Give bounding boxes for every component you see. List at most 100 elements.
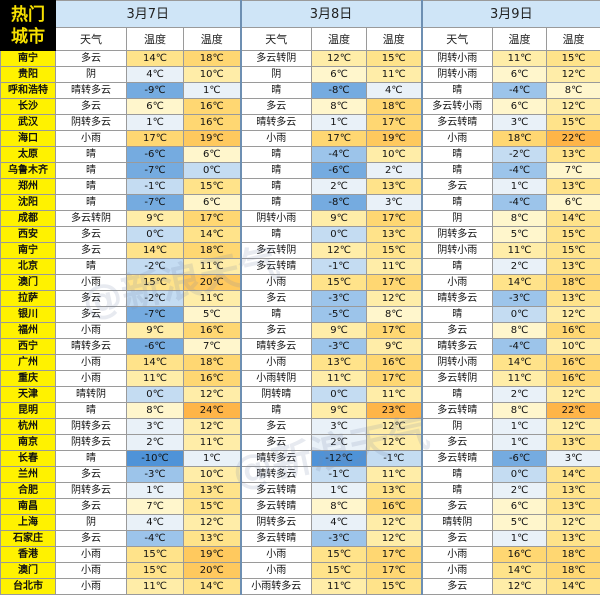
temp-low-cell-day1: -9℃ (127, 83, 184, 99)
temp-low-cell-day1: 9℃ (127, 323, 184, 339)
weather-cell-day1: 多云 (56, 291, 127, 307)
temp-high-cell-day2: 12℃ (367, 435, 422, 451)
weather-cell-day1: 多云 (56, 307, 127, 323)
weather-cell-day1: 小雨 (56, 355, 127, 371)
temp-low-cell-day2: 8℃ (312, 499, 367, 515)
weather-cell-day2: 小雨转阴 (241, 371, 312, 387)
temp-high-cell-day1: 15℃ (184, 179, 241, 195)
temp-high-cell-day1: 6℃ (184, 147, 241, 163)
weather-cell-day1: 阴 (56, 515, 127, 531)
temp-high-cell-day3: 18℃ (547, 547, 600, 563)
temp-low-cell-day3: -6℃ (493, 451, 547, 467)
temp-low-cell-day1: 3℃ (127, 419, 184, 435)
temp-high-cell-day1: 12℃ (184, 419, 241, 435)
weather-cell-day2: 多云转晴 (241, 483, 312, 499)
temp-high-cell-day2: 17℃ (367, 275, 422, 291)
temp-low-cell-day2: -3℃ (312, 339, 367, 355)
weather-cell-day1: 晴转阴 (56, 387, 127, 403)
weather-cell-day2: 晴 (241, 163, 312, 179)
temp-low-cell-day3: 1℃ (493, 419, 547, 435)
temp-high-cell-day1: 16℃ (184, 371, 241, 387)
weather-cell-day3: 小雨 (422, 547, 493, 563)
temp-low-cell-day3: -4℃ (493, 339, 547, 355)
temp-high-cell-day1: 11℃ (184, 435, 241, 451)
weather-cell-day3: 阴转多云 (422, 227, 493, 243)
temp-high-cell-day3: 12℃ (547, 307, 600, 323)
temp-low-cell-day2: 11℃ (312, 579, 367, 595)
city-name: 西安 (1, 227, 56, 243)
temp-low-cell-day3: 11℃ (493, 371, 547, 387)
hot-cities-label: 热门 城市 (1, 1, 56, 51)
temp-high-cell-day2: 15℃ (367, 579, 422, 595)
temp-high-cell-day3: 12℃ (547, 67, 600, 83)
temp-low-cell-day1: 14℃ (127, 243, 184, 259)
weather-cell-day3: 小雨 (422, 275, 493, 291)
temp-high-cell-day1: 20℃ (184, 563, 241, 579)
weather-cell-day3: 晴 (422, 147, 493, 163)
temp-high-cell-day3: 13℃ (547, 483, 600, 499)
temp-high-cell-day2: 17℃ (367, 371, 422, 387)
weather-cell-day1: 小雨 (56, 563, 127, 579)
temp-high-cell-day3: 13℃ (547, 499, 600, 515)
temp-low-cell-day2: -8℃ (312, 83, 367, 99)
temp-high-cell-day3: 15℃ (547, 51, 600, 67)
weather-cell-day3: 晴 (422, 195, 493, 211)
city-name: 西宁 (1, 339, 56, 355)
weather-cell-day3: 阴转小雨 (422, 51, 493, 67)
temp-high-cell-day3: 14℃ (547, 579, 600, 595)
temp-high-cell-day2: 12℃ (367, 531, 422, 547)
temp-low-cell-day3: 16℃ (493, 547, 547, 563)
city-name: 天津 (1, 387, 56, 403)
weather-cell-day3: 多云 (422, 531, 493, 547)
temp-high-cell-day1: 18℃ (184, 355, 241, 371)
city-name: 昆明 (1, 403, 56, 419)
temp-low-cell-day2: 12℃ (312, 51, 367, 67)
temp-low-cell-day1: 14℃ (127, 51, 184, 67)
city-name: 重庆 (1, 371, 56, 387)
temp-high-cell-day2: 3℃ (367, 195, 422, 211)
weather-cell-day3: 多云 (422, 435, 493, 451)
temp-high-cell-day1: 16℃ (184, 323, 241, 339)
temp-high-cell-day1: 15℃ (184, 499, 241, 515)
weather-cell-day2: 小雨 (241, 547, 312, 563)
weather-cell-day2: 多云 (241, 323, 312, 339)
weather-cell-day2: 多云转阴 (241, 243, 312, 259)
temp-high-cell-day1: 17℃ (184, 211, 241, 227)
weather-cell-day1: 晴 (56, 163, 127, 179)
temp-low-cell-day2: -3℃ (312, 531, 367, 547)
weather-cell-day3: 多云 (422, 323, 493, 339)
temp-low-cell-day1: -7℃ (127, 163, 184, 179)
temp-high-cell-day1: 19℃ (184, 131, 241, 147)
temp-low-cell-day1: 17℃ (127, 131, 184, 147)
temp-low-cell-day3: -4℃ (493, 195, 547, 211)
temp-low-cell-day2: -5℃ (312, 307, 367, 323)
temp-high-cell-day3: 15℃ (547, 115, 600, 131)
weather-cell-day1: 多云 (56, 243, 127, 259)
temp-high-cell-day1: 5℃ (184, 307, 241, 323)
weather-cell-day2: 晴 (241, 227, 312, 243)
temp-high-cell-day2: 11℃ (367, 387, 422, 403)
temp-low-cell-day3: -3℃ (493, 291, 547, 307)
temp-high-cell-day3: 7℃ (547, 163, 600, 179)
weather-cell-day2: 小雨 (241, 355, 312, 371)
temp-low-cell-day2: -1℃ (312, 467, 367, 483)
temp-low-cell-day2: 8℃ (312, 99, 367, 115)
weather-cell-day3: 多云 (422, 579, 493, 595)
weather-cell-day2: 阴转多云 (241, 515, 312, 531)
temp-low-cell-day1: 14℃ (127, 355, 184, 371)
temp-low-cell-day3: -4℃ (493, 163, 547, 179)
temp-high-cell-day3: 12℃ (547, 515, 600, 531)
hot-cities-label-line2: 城市 (11, 27, 45, 47)
weather-cell-day3: 多云 (422, 499, 493, 515)
temp-high-cell-day1: 16℃ (184, 99, 241, 115)
weather-cell-day3: 晴转阴 (422, 515, 493, 531)
